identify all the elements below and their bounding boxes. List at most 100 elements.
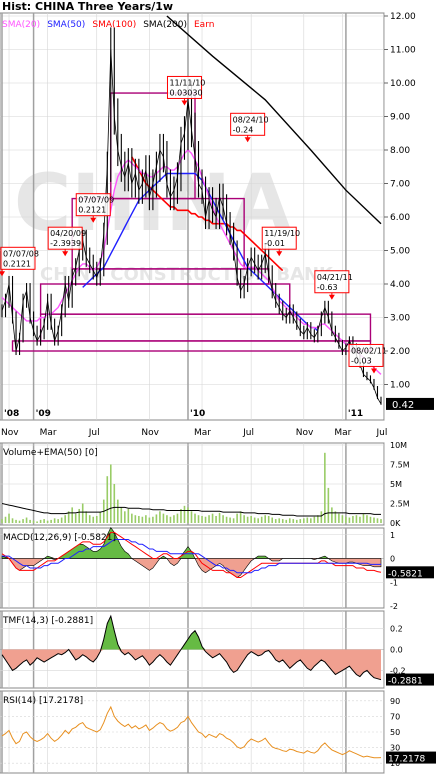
volume-bar — [264, 515, 266, 523]
sma100-line — [131, 156, 284, 272]
last-price-box: 0.42 — [386, 397, 434, 411]
price-y-tick: 10.00 — [390, 79, 416, 89]
volume-panel: Volume+EMA(50) [0] 10M 7.5M 5M 2.5M 0K — [0, 441, 410, 528]
volume-bar — [15, 519, 17, 523]
vol-y-tick: 7.5M — [390, 461, 410, 470]
year-label: '08 — [4, 409, 19, 419]
volume-bar — [218, 512, 221, 523]
price-panel: CHINA CHINA CONSTRUCTION BANK 07/07/080.… — [0, 0, 434, 421]
price-line — [1, 49, 382, 405]
volume-bar — [236, 513, 238, 523]
tmf-line — [1, 614, 382, 681]
volume-bar — [117, 499, 119, 523]
volume-bar — [348, 517, 351, 523]
volume-bar — [197, 515, 200, 523]
volume-bar — [169, 516, 172, 523]
volume-bar — [194, 513, 196, 523]
volume-bar — [78, 508, 81, 523]
last-price-bg — [386, 397, 434, 410]
macd-last-value: -0.5821 — [388, 569, 423, 579]
volume-bar — [99, 512, 102, 523]
volume-bar — [380, 519, 382, 523]
price-y-tick: 2.00 — [390, 347, 410, 357]
earnings-label: 08/02/11-0.03 — [348, 343, 387, 374]
volume-bar — [148, 517, 151, 523]
volume-bar — [159, 511, 161, 523]
volume-bar — [113, 484, 116, 523]
earnings-arrow-head — [181, 100, 188, 106]
earnings-date: 07/07/08 — [3, 249, 39, 258]
earnings-arrow-head — [370, 368, 377, 374]
price-y-tick: 4.00 — [390, 280, 410, 290]
legend-entry: SMA(50) — [47, 20, 85, 30]
volume-bar — [162, 513, 165, 523]
volume-bar — [145, 515, 147, 523]
volume-bar — [313, 516, 316, 523]
tmf-panel: TMF(14,3) [-0.2881] 0.2 0.0 -0.2 -0.2881 — [0, 610, 434, 689]
vol-y-tick: 5M — [390, 480, 402, 489]
volume-bar — [29, 519, 31, 523]
earnings-date: 04/20/09 — [50, 229, 86, 238]
macd-y-tick: -1 — [390, 578, 398, 587]
legend-entry: SMA(100) — [92, 20, 136, 30]
rsi-y-tick: 50 — [390, 728, 400, 737]
macd-panel-frame — [0, 527, 385, 609]
volume-bar — [183, 505, 186, 523]
rsi-y-tick: 70 — [390, 712, 400, 721]
volume-bar — [18, 520, 21, 523]
last-price-label: 0.42 — [392, 400, 414, 411]
volume-bar — [246, 516, 249, 523]
tmf-y-tick: 0.0 — [390, 646, 403, 655]
volume-bar — [127, 508, 130, 523]
price-y-tick: 8.00 — [390, 146, 410, 156]
volume-bar — [85, 511, 88, 523]
volume-bar — [362, 513, 365, 523]
volume-bar — [225, 516, 228, 523]
year-label: '11 — [348, 409, 363, 419]
volume-bar — [232, 518, 235, 523]
volume-bar — [250, 515, 252, 523]
x-tick-label: Mar — [194, 428, 211, 438]
tmf-last-value: -0.2881 — [388, 677, 423, 687]
volume-bar — [310, 518, 312, 523]
year-label: '10 — [190, 409, 205, 419]
volume-bar — [124, 511, 126, 523]
earnings-date: 07/07/09 — [78, 196, 114, 205]
earnings-value: -0.01 — [264, 239, 285, 248]
volume-bar — [211, 513, 214, 523]
volume-bar — [4, 516, 7, 523]
watermark-sub: CHINA CONSTRUCTION BANK — [40, 264, 334, 285]
volume-bar — [281, 519, 284, 523]
volume-bar — [134, 515, 137, 523]
volume-bar — [222, 515, 224, 523]
macd-y-tick: -2 — [390, 602, 398, 611]
earnings-value: -0.03 — [351, 356, 372, 365]
volume-bar — [64, 515, 66, 523]
earnings-label: 07/07/080.2121 — [0, 246, 39, 277]
earnings-value: 0.03030 — [169, 88, 202, 97]
rsi-y-tick: 90 — [390, 697, 400, 706]
volume-bar — [92, 516, 95, 523]
volume-bar — [320, 511, 323, 523]
x-tick-label: Nov — [1, 428, 19, 438]
volume-bar — [190, 511, 193, 523]
volume-bar — [278, 518, 281, 523]
rsi-y-tick: 10 — [390, 759, 400, 768]
volume-bar — [376, 518, 379, 523]
volume-bar — [215, 515, 217, 523]
volume-bar — [331, 507, 333, 523]
x-tick-label: Mar — [334, 428, 351, 438]
legend-entry: Earn — [194, 20, 214, 30]
x-axis: Nov Mar Jul Nov Mar Jul Nov Mar Jul '08 '09 '10 '11 — [1, 409, 387, 438]
earnings-arrow-head — [62, 251, 69, 257]
volume-bar — [131, 513, 133, 523]
earnings-label: 11/19/10-0.01 — [261, 226, 300, 257]
volume-bar — [155, 514, 158, 523]
volume-bar — [373, 517, 375, 523]
volume-bar — [345, 516, 347, 523]
price-y-tick: 7.00 — [390, 180, 410, 190]
earnings-value: -0.63 — [317, 283, 338, 292]
volume-bar — [292, 519, 295, 523]
volume-bar — [338, 513, 340, 523]
